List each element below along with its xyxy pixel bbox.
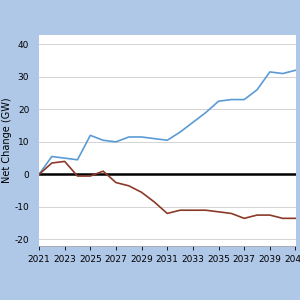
Y-axis label: Net Change (GW): Net Change (GW) [2, 98, 12, 183]
